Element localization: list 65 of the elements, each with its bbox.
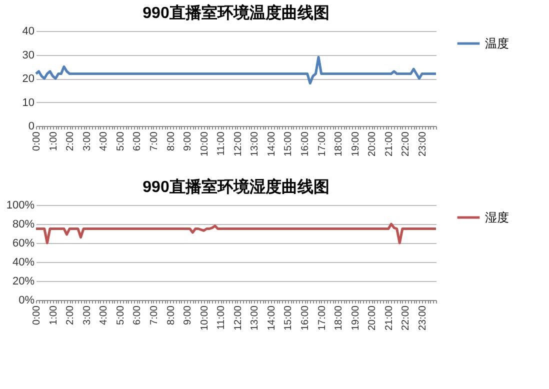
x-tick-label: 11:00 bbox=[216, 305, 228, 330]
x-tick-label: 16:00 bbox=[300, 305, 312, 331]
x-tick-label: 8:00 bbox=[166, 131, 177, 151]
legend-label: 温度 bbox=[485, 36, 509, 50]
x-tick-label: 22:00 bbox=[400, 305, 412, 331]
x-tick-label: 4:00 bbox=[98, 305, 110, 325]
x-tick-label: 1:00 bbox=[48, 305, 60, 325]
x-tick-label: 7:00 bbox=[148, 131, 160, 151]
x-tick-label: 23:00 bbox=[418, 305, 429, 331]
x-tick-label: 2:00 bbox=[65, 131, 76, 151]
x-tick-label: 17:00 bbox=[316, 305, 328, 331]
y-tick-label: 30 bbox=[22, 49, 34, 62]
x-tick-label: 15:00 bbox=[283, 131, 294, 157]
y-tick-label: 0 bbox=[28, 120, 34, 132]
x-tick-label: 2:00 bbox=[65, 305, 76, 325]
x-tick-label: 8:00 bbox=[166, 305, 177, 325]
x-tick-label: 6:00 bbox=[132, 305, 144, 325]
x-tick-label: 12:00 bbox=[232, 305, 244, 331]
x-tick-label: 14:00 bbox=[266, 131, 278, 157]
y-tick-label: 10 bbox=[22, 96, 34, 109]
x-tick-label: 20:00 bbox=[367, 305, 378, 331]
line-series bbox=[34, 222, 438, 244]
x-tick-label: 14:00 bbox=[266, 305, 278, 331]
x-tick-label: 9:00 bbox=[182, 305, 194, 325]
x-tick-label: 16:00 bbox=[300, 131, 312, 157]
x-tick-label: 13:00 bbox=[250, 305, 261, 331]
y-tick-label: 60% bbox=[12, 238, 35, 250]
x-tick-label: 3:00 bbox=[82, 305, 93, 325]
chart-title: 990直播室环境温度曲线图 bbox=[142, 3, 330, 22]
x-tick-label: 15:00 bbox=[283, 305, 294, 331]
x-tick-label: 5:00 bbox=[115, 305, 126, 325]
x-tick-label: 10:00 bbox=[199, 131, 210, 157]
y-tick-label: 20 bbox=[22, 73, 34, 85]
x-tick-label: 4:00 bbox=[98, 131, 110, 151]
x-tick-label: 11:00 bbox=[216, 131, 228, 156]
x-tick-label: 0:00 bbox=[32, 131, 42, 151]
y-tick-label: 20% bbox=[12, 276, 35, 288]
x-tick-label: 5:00 bbox=[115, 131, 126, 151]
x-tick-label: 18:00 bbox=[334, 131, 345, 157]
x-tick-label: 9:00 bbox=[182, 131, 194, 151]
y-tick-label: 100% bbox=[6, 200, 35, 212]
x-tick-label: 17:00 bbox=[316, 131, 328, 157]
x-tick-label: 6:00 bbox=[132, 131, 144, 151]
x-tick-label: 3:00 bbox=[82, 131, 93, 151]
x-tick-label: 0:00 bbox=[32, 305, 42, 325]
x-tick-label: 13:00 bbox=[250, 131, 261, 157]
y-tick-label: 80% bbox=[12, 218, 35, 230]
y-tick-label: 40% bbox=[12, 256, 35, 268]
x-tick-label: 21:00 bbox=[384, 131, 395, 157]
chart-title: 990直播室环境湿度曲线图 bbox=[142, 177, 330, 196]
x-tick-label: 7:00 bbox=[148, 305, 160, 325]
x-tick-label: 21:00 bbox=[384, 305, 395, 331]
x-tick-label: 19:00 bbox=[350, 131, 362, 157]
x-tick-label: 19:00 bbox=[350, 305, 362, 331]
legend-label: 湿度 bbox=[485, 210, 509, 224]
x-tick-label: 20:00 bbox=[367, 131, 378, 157]
x-tick-label: 1:00 bbox=[48, 131, 60, 151]
x-tick-label: 10:00 bbox=[199, 305, 210, 331]
x-tick-label: 22:00 bbox=[400, 131, 412, 157]
x-tick-label: 23:00 bbox=[418, 131, 429, 157]
line-series bbox=[34, 56, 438, 84]
y-tick-label: 0% bbox=[18, 294, 35, 306]
y-tick-label: 40 bbox=[22, 26, 34, 38]
x-tick-label: 12:00 bbox=[232, 131, 244, 157]
x-tick-label: 18:00 bbox=[334, 305, 345, 331]
